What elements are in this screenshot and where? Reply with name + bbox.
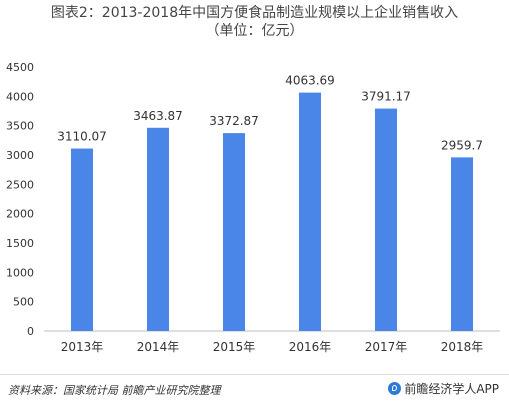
y-tick-label: 2500 [6, 178, 34, 191]
bar-value-label: 3372.87 [209, 114, 259, 128]
y-tick-label: 1500 [6, 237, 34, 250]
y-tick-label: 1000 [6, 266, 34, 279]
x-tick-label: 2015年 [213, 340, 256, 354]
chart-title-line1: 图表2：2013-2018年中国方便食品制造业规模以上企业销售收入 [50, 5, 459, 21]
footer-divider [0, 374, 509, 375]
y-tick-label: 2000 [6, 208, 34, 221]
bar [375, 108, 397, 332]
y-tick-label: 4500 [6, 61, 34, 74]
chart-title: 图表2：2013-2018年中国方便食品制造业规模以上企业销售收入 （单位：亿元… [0, 4, 509, 40]
chart-title-line2: （单位：亿元） [205, 23, 304, 39]
x-tick-label: 2013年 [61, 340, 104, 354]
bar [71, 148, 93, 331]
x-tick-label: 2017年 [365, 340, 408, 354]
bar [299, 92, 321, 331]
bar-value-label: 3791.17 [361, 90, 411, 104]
bar [451, 157, 473, 331]
footer: 资料来源：国家统计局 前瞻产业研究院整理 前瞻经济学人APP [0, 374, 509, 404]
bar-value-label: 3463.87 [133, 109, 183, 123]
bar-value-label: 4063.69 [285, 74, 335, 88]
y-tick-label: 4000 [6, 90, 34, 103]
bar-value-label: 2959.7 [441, 138, 483, 152]
y-tick-label: 3000 [6, 149, 34, 162]
brand-credit: 前瞻经济学人APP [388, 380, 499, 397]
y-tick-label: 0 [27, 325, 34, 338]
bar-value-label: 3110.07 [57, 130, 107, 144]
bar [223, 133, 245, 331]
source-note: 资料来源：国家统计局 前瞻产业研究院整理 [8, 384, 221, 397]
brand-logo-icon [388, 382, 402, 395]
y-tick-label: 3500 [6, 120, 34, 133]
x-tick-label: 2016年 [289, 340, 332, 354]
bar [147, 127, 169, 332]
x-tick-label: 2014年 [137, 340, 180, 354]
x-tick-label: 2018年 [441, 340, 484, 354]
brand-name: 前瞻经济学人APP [404, 382, 499, 396]
y-tick-label: 500 [13, 296, 34, 309]
